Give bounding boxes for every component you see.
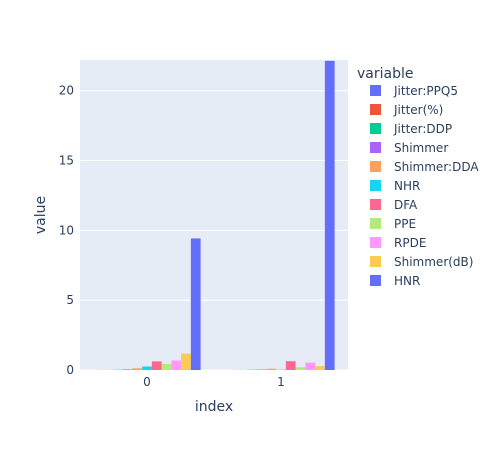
y-axis-title: value xyxy=(33,196,49,234)
legend-swatch[interactable] xyxy=(370,275,381,286)
bar[interactable] xyxy=(142,366,152,370)
bar[interactable] xyxy=(190,238,201,370)
legend-swatch[interactable] xyxy=(370,256,381,267)
bar[interactable] xyxy=(285,361,296,370)
y-tick-label: 15 xyxy=(59,154,74,168)
bar[interactable] xyxy=(295,367,306,370)
bar[interactable] xyxy=(161,363,172,370)
legend-label[interactable]: Jitter(%) xyxy=(393,103,443,117)
legend-swatch[interactable] xyxy=(370,142,381,153)
legend-label[interactable]: Jitter:PPQ5 xyxy=(393,84,458,98)
legend-swatch[interactable] xyxy=(370,104,381,115)
bar[interactable] xyxy=(181,353,191,370)
legend-label[interactable]: NHR xyxy=(394,179,420,193)
y-tick-label: 20 xyxy=(59,84,74,98)
legend-label[interactable]: Shimmer(dB) xyxy=(394,255,473,269)
bar[interactable] xyxy=(305,362,316,370)
legend[interactable]: Jitter:PPQ5 Jitter(%) Jitter:DDP Shimmer Shi… xyxy=(370,84,479,288)
x-axis-title: index xyxy=(195,399,233,415)
bar[interactable] xyxy=(151,361,162,370)
legend-title: variable xyxy=(357,66,413,82)
legend-swatch[interactable] xyxy=(370,218,381,229)
y-tick-label: 10 xyxy=(59,223,74,237)
legend-swatch[interactable] xyxy=(370,85,381,96)
legend-swatch[interactable] xyxy=(370,161,381,172)
legend-label[interactable]: HNR xyxy=(394,274,420,288)
bar[interactable] xyxy=(315,366,325,370)
y-tick-label: 5 xyxy=(66,293,74,307)
legend-label[interactable]: Shimmer:DDA xyxy=(394,160,479,174)
y-tick-label: 0 xyxy=(66,363,74,377)
x-tick-label: 1 xyxy=(277,375,285,389)
legend-label[interactable]: Jitter:DDP xyxy=(393,122,452,136)
legend-label[interactable]: DFA xyxy=(394,198,418,212)
bar[interactable] xyxy=(122,369,133,370)
bar[interactable] xyxy=(324,60,335,371)
legend-label[interactable]: PPE xyxy=(394,217,416,231)
legend-swatch[interactable] xyxy=(370,237,381,248)
legend-swatch[interactable] xyxy=(370,199,381,210)
bar[interactable] xyxy=(132,368,143,370)
x-tick-label: 0 xyxy=(143,375,151,389)
legend-label[interactable]: Shimmer xyxy=(394,141,448,155)
bar[interactable] xyxy=(266,368,277,370)
plot-area xyxy=(80,60,348,370)
bars xyxy=(93,60,335,371)
legend-swatch[interactable] xyxy=(370,180,381,191)
bar[interactable] xyxy=(171,360,182,370)
y-tick-labels: 0 5 10 15 20 xyxy=(59,84,74,377)
legend-swatch[interactable] xyxy=(370,123,381,134)
legend-label[interactable]: RPDE xyxy=(394,236,426,250)
